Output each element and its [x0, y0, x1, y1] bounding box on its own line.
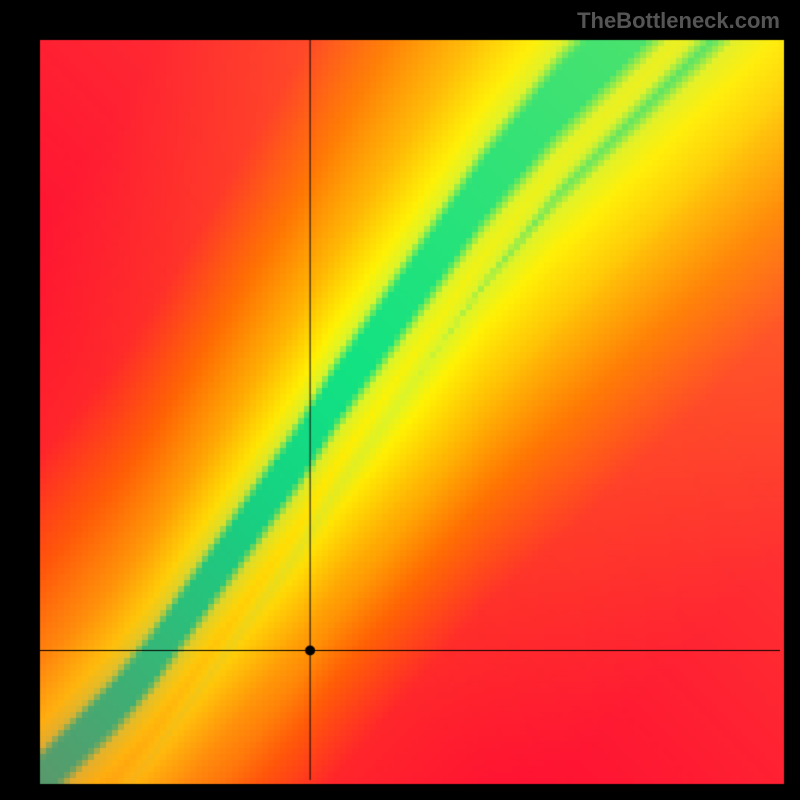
- watermark-text: TheBottleneck.com: [577, 8, 780, 34]
- bottleneck-heatmap: [0, 0, 800, 800]
- chart-container: TheBottleneck.com: [0, 0, 800, 800]
